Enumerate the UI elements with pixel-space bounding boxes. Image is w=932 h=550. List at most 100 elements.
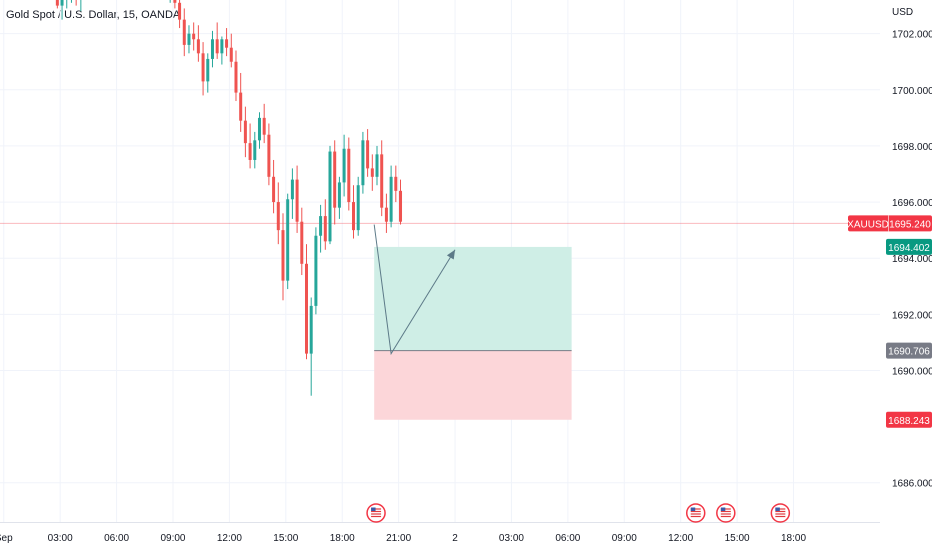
candle-body	[295, 179, 299, 222]
candle-body	[286, 199, 290, 281]
profit-zone[interactable]	[374, 246, 572, 351]
candle-body	[389, 176, 393, 222]
candle-body	[300, 221, 304, 264]
price-tick-label: 1686.000	[892, 479, 932, 490]
time-tick-label: 15:00	[725, 533, 750, 544]
loss-zone[interactable]	[374, 350, 572, 420]
candle	[333, 140, 337, 225]
candle	[304, 244, 308, 360]
candle	[178, 0, 182, 29]
candle	[173, 0, 177, 9]
candle	[210, 30, 214, 68]
candle	[70, 0, 72, 3]
candle	[201, 42, 205, 96]
us-flag-event-icon[interactable]	[685, 503, 706, 523]
price-tick-label: 1700.000	[892, 86, 932, 97]
time-tick-label: 09:00	[612, 533, 637, 544]
candle-body	[394, 176, 398, 191]
time-tick-label: 03:00	[499, 533, 524, 544]
candle-body	[384, 207, 388, 222]
candle-body	[220, 39, 224, 54]
candle	[80, 0, 82, 12]
candle-body	[319, 216, 323, 236]
candle-body	[229, 47, 233, 62]
candle	[276, 182, 280, 245]
candle	[66, 0, 68, 9]
candle-body	[328, 151, 332, 242]
time-tick-label: 21:00	[386, 533, 411, 544]
candle-body	[239, 92, 243, 121]
candle-body	[196, 39, 200, 54]
candle	[389, 165, 393, 228]
time-tick-label: 06:00	[104, 533, 129, 544]
time-tick-label: Sep	[0, 533, 13, 544]
candle-body	[281, 230, 285, 281]
candle-body	[206, 58, 210, 82]
candle-body	[304, 263, 308, 354]
candle-body	[248, 143, 252, 160]
candle	[356, 176, 360, 236]
candle	[295, 165, 299, 233]
candle-body	[272, 176, 276, 203]
candle	[323, 199, 327, 250]
candle	[55, 0, 59, 9]
price-tick-label: 1694.000	[892, 254, 932, 265]
price-tags: XAUUSD 1695.240 1694.402 1690.706 1688.243	[847, 215, 932, 428]
time-tick-label: 2	[452, 533, 458, 544]
time-tick-label: 12:00	[217, 533, 242, 544]
candle	[75, 0, 77, 6]
candle	[272, 159, 276, 214]
candle	[290, 168, 294, 219]
svg-text:1688.243: 1688.243	[888, 416, 930, 427]
candle	[370, 154, 374, 191]
candle	[347, 137, 351, 211]
candle-body	[253, 140, 257, 160]
candle-body	[234, 61, 238, 93]
candle-body	[262, 117, 266, 135]
candle	[319, 204, 323, 253]
candle	[328, 145, 332, 245]
candle	[243, 106, 247, 158]
candle	[300, 207, 304, 276]
price-tick-label: 1698.000	[892, 142, 932, 153]
candle	[253, 131, 257, 169]
price-tick-label: 1692.000	[892, 310, 932, 321]
candle	[248, 123, 252, 169]
candle-body	[215, 39, 219, 54]
candle	[196, 25, 200, 62]
candle-body	[347, 148, 351, 203]
candle	[169, 0, 171, 3]
chart-title: Gold Spot / U.S. Dollar, 15, OANDA	[6, 9, 181, 21]
candle	[192, 22, 196, 51]
candle-body	[323, 216, 327, 242]
us-flag-event-icon[interactable]	[770, 503, 791, 523]
us-flag-event-icon[interactable]	[716, 503, 736, 523]
time-tick-label: 15:00	[273, 533, 298, 544]
current-price-tag: XAUUSD 1695.240	[847, 215, 932, 232]
candle	[380, 140, 384, 217]
price-tick-label: 1696.000	[892, 198, 932, 209]
candle	[399, 179, 403, 225]
candle-body	[276, 202, 280, 231]
candle-body	[173, 0, 177, 3]
candle	[352, 185, 356, 239]
candle	[229, 33, 233, 68]
stop-price-tag: 1688.243	[886, 411, 932, 428]
candle-body	[361, 140, 365, 186]
candle	[187, 25, 191, 54]
candle-body	[290, 179, 294, 200]
candle-body	[366, 140, 370, 169]
candle-body	[342, 148, 346, 183]
candle-body	[257, 117, 261, 141]
candle	[225, 28, 229, 57]
candle	[267, 123, 271, 186]
candle	[342, 134, 346, 197]
candle-body	[267, 134, 271, 177]
us-flag-event-icon[interactable]	[366, 503, 386, 523]
candlestick-series	[55, 0, 403, 396]
time-tick-label: 06:00	[555, 533, 580, 544]
candle	[337, 176, 341, 219]
time-tick-label: 03:00	[48, 533, 73, 544]
time-tick-label: 18:00	[330, 533, 355, 544]
